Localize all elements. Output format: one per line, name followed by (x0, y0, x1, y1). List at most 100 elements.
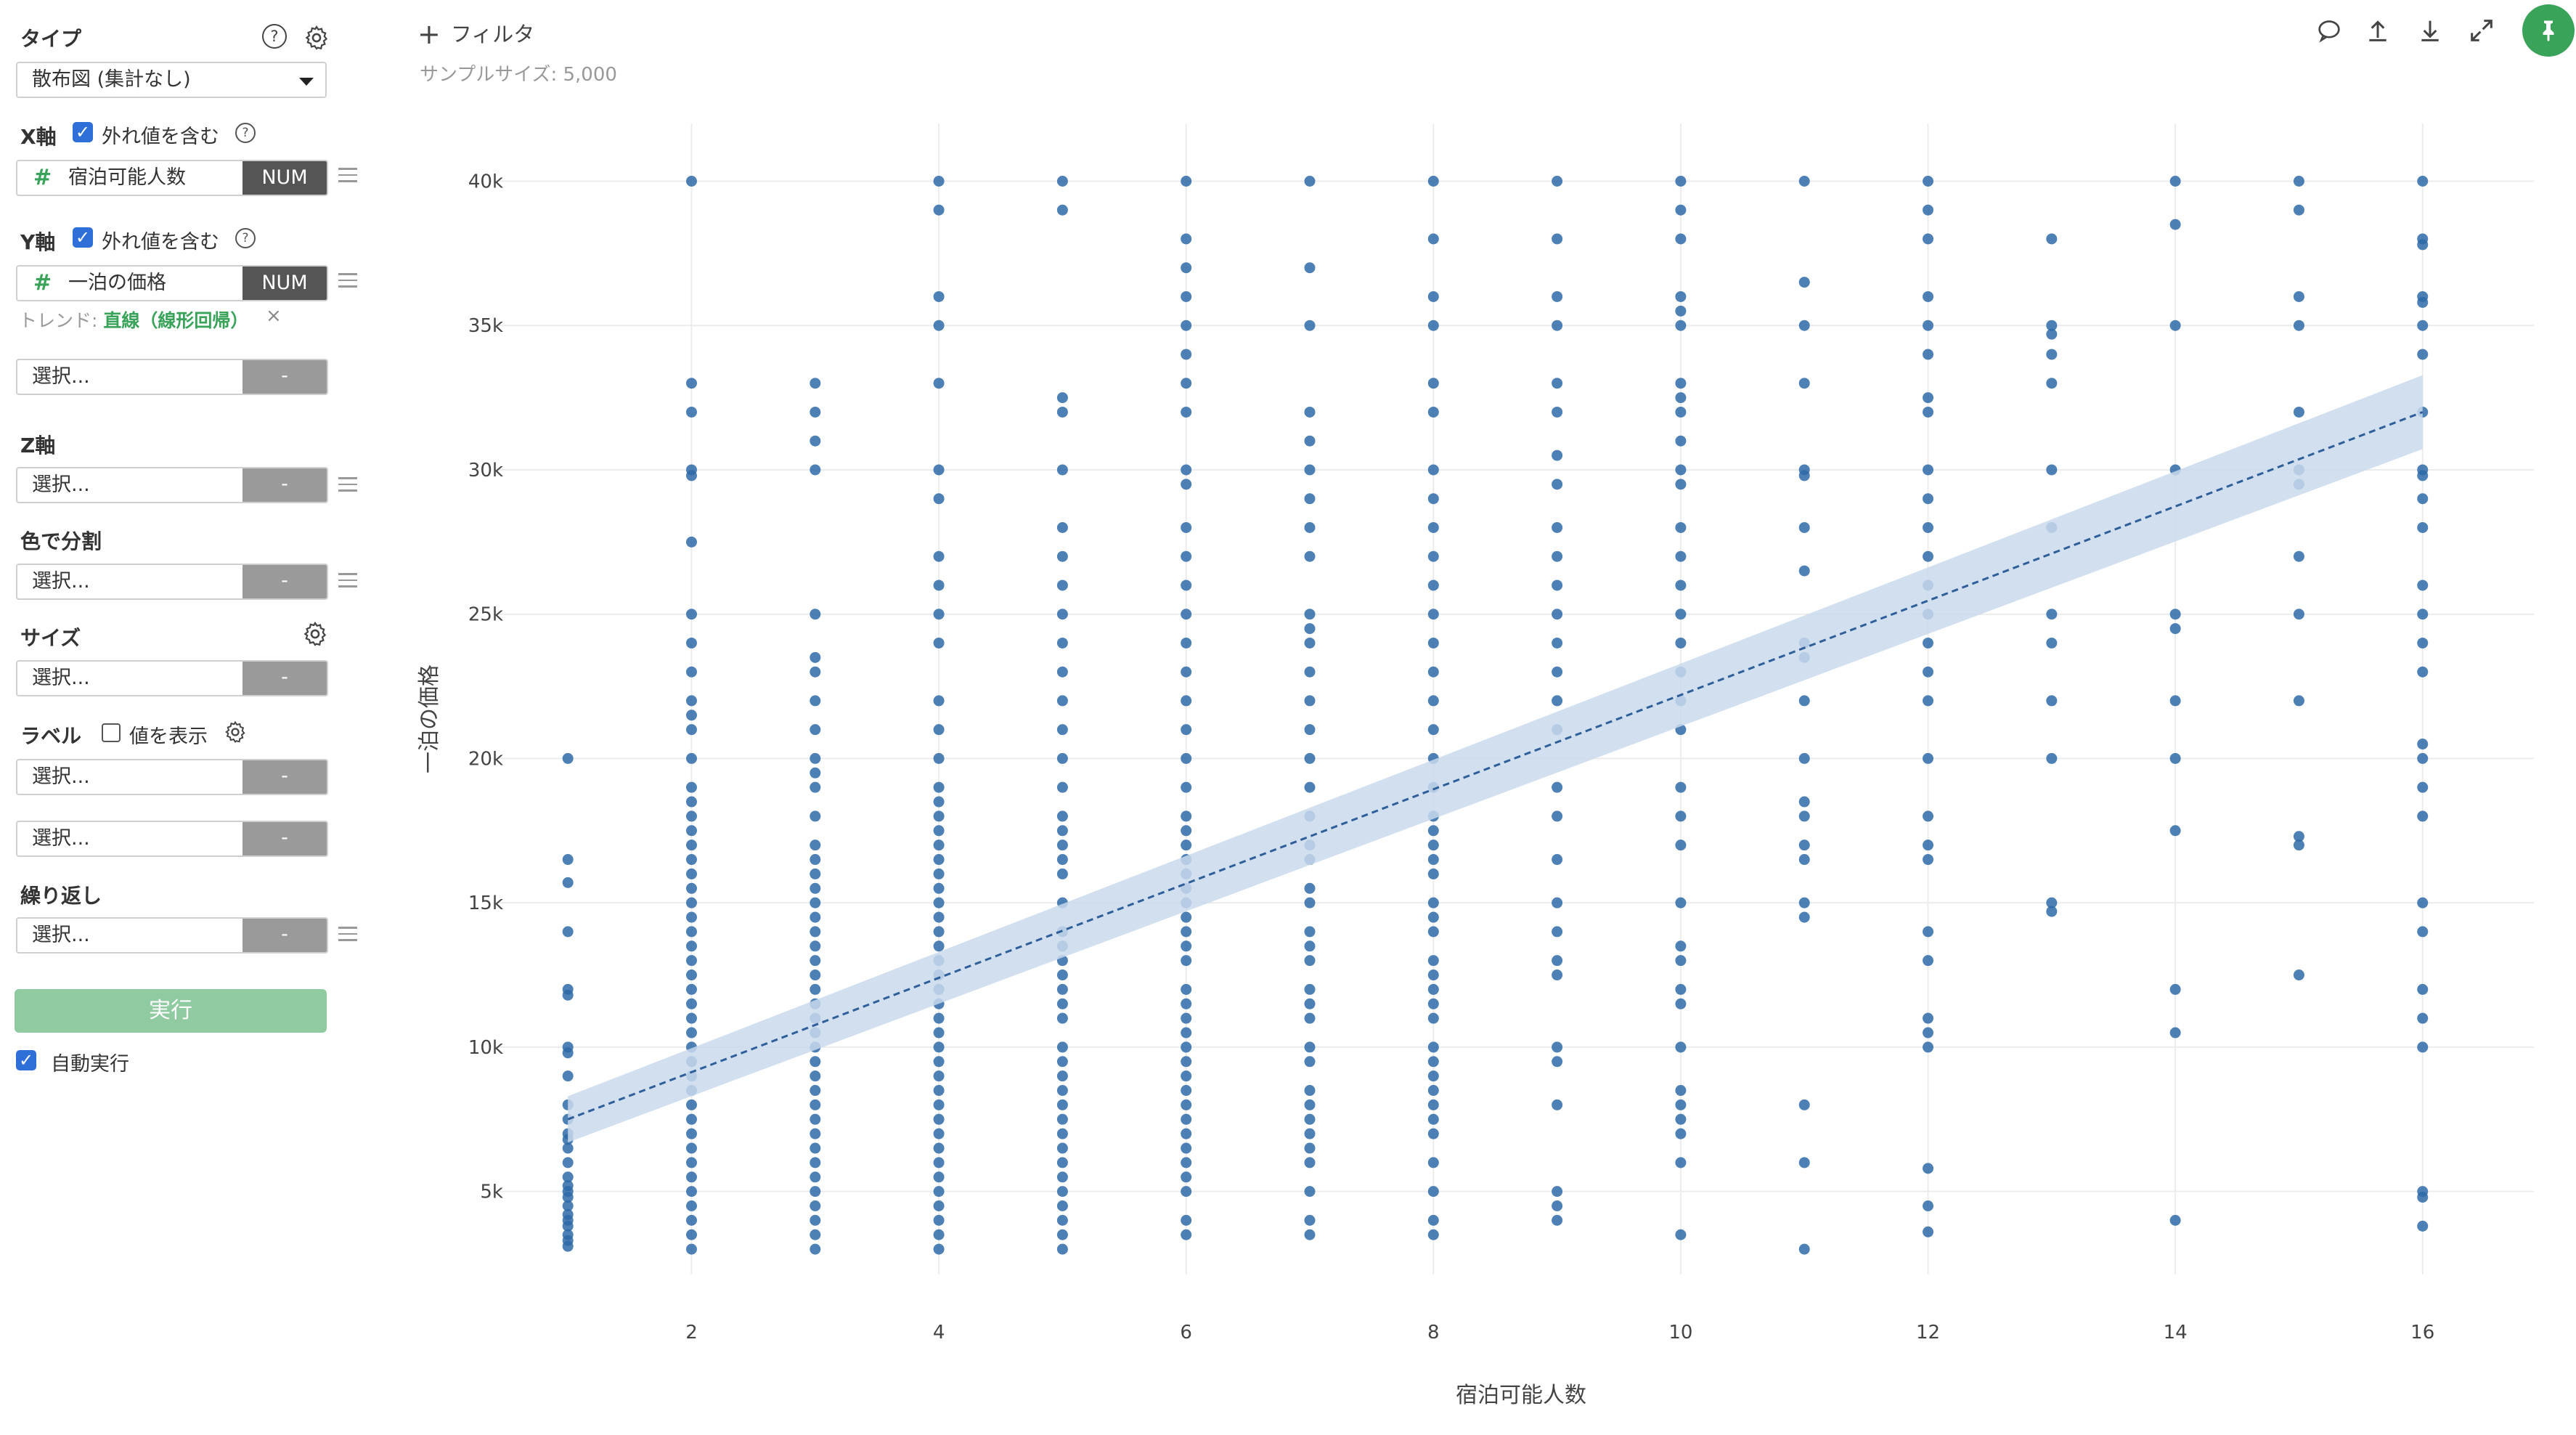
repeat-label: 繰り返し (20, 884, 102, 908)
label-settings-gear-icon[interactable] (223, 720, 248, 744)
y-axis-menu-icon[interactable] (338, 273, 357, 288)
data-point (810, 464, 821, 476)
data-point (933, 724, 945, 736)
data-point (1427, 998, 1439, 1009)
data-point (2046, 349, 2058, 360)
x-axis-field[interactable]: # 宿泊可能人数 NUM (16, 160, 328, 196)
y-tick-label: 25k (468, 604, 503, 626)
data-point (810, 940, 821, 952)
data-point (1056, 204, 1068, 216)
data-point (1552, 320, 1563, 331)
data-point (1304, 998, 1316, 1009)
show-value-checkbox[interactable] (102, 723, 121, 742)
data-point (2169, 609, 2181, 620)
data-point (1552, 450, 1563, 461)
download-icon[interactable] (2416, 16, 2445, 45)
color-menu-icon[interactable] (338, 573, 357, 588)
data-point (1675, 175, 1687, 187)
add-filter-button[interactable]: + フィルタ (417, 17, 534, 50)
size-type-badge: - (242, 662, 327, 695)
repeat-type-badge: - (242, 919, 327, 952)
y-outlier-help-icon[interactable]: ? (235, 228, 256, 248)
size-select[interactable]: 選択... - (16, 660, 328, 696)
data-point (2046, 695, 2058, 707)
data-point (810, 868, 821, 879)
data-point (2293, 204, 2304, 216)
data-point (1552, 1056, 1563, 1068)
data-point (933, 1142, 945, 1154)
data-point (810, 1171, 821, 1183)
data-point (933, 1012, 945, 1024)
data-point (1552, 897, 1563, 908)
expand-icon[interactable] (2467, 16, 2496, 45)
z-axis-menu-icon[interactable] (338, 477, 357, 492)
data-point (1798, 470, 1810, 481)
comment-icon[interactable] (2315, 16, 2344, 45)
data-point (1923, 1226, 1934, 1237)
data-point (1056, 1070, 1068, 1082)
data-point (1923, 955, 1934, 967)
data-point (1181, 406, 1192, 418)
x-axis-menu-icon[interactable] (338, 168, 357, 182)
data-point (1056, 969, 1068, 981)
upload-icon[interactable] (2363, 16, 2392, 45)
pin-button[interactable] (2522, 4, 2575, 57)
trend-line-setting[interactable]: トレンド: 直線（線形回帰） (19, 306, 248, 333)
data-point (1304, 493, 1316, 505)
data-point (1056, 998, 1068, 1009)
size-settings-gear-icon[interactable] (301, 620, 329, 648)
label-select-1[interactable]: 選択... - (16, 759, 328, 795)
color-split-select[interactable]: 選択... - (16, 564, 328, 600)
data-point (1427, 825, 1439, 837)
data-point (1552, 406, 1563, 418)
data-point (1181, 1012, 1192, 1024)
data-point (685, 666, 697, 678)
y-outlier-label: 外れ値を含む (102, 231, 219, 253)
data-point (1427, 695, 1439, 707)
data-point (1056, 666, 1068, 678)
auto-run-checkbox[interactable]: ✓ (16, 1050, 36, 1070)
z-axis-select[interactable]: 選択... - (16, 467, 328, 503)
data-point (1427, 1056, 1439, 1068)
y-outlier-checkbox[interactable]: ✓ (73, 227, 93, 248)
y2-axis-select[interactable]: 選択... - (16, 359, 328, 395)
trend-remove-icon[interactable]: × (266, 305, 282, 327)
data-point (685, 1171, 697, 1183)
data-point (1798, 840, 1810, 851)
data-point (2046, 320, 2058, 331)
repeat-select[interactable]: 選択... - (16, 917, 328, 954)
data-point (1304, 1041, 1316, 1053)
x-tick-label: 16 (2410, 1322, 2434, 1343)
x-outlier-checkbox[interactable]: ✓ (73, 122, 93, 142)
x-outlier-help-icon[interactable]: ? (235, 123, 256, 143)
data-point (1552, 637, 1563, 649)
data-point (1304, 781, 1316, 793)
data-point (1798, 752, 1810, 764)
chart-type-select[interactable]: 散布図 (集計なし) (16, 62, 327, 98)
data-point (1181, 521, 1192, 533)
data-point (685, 378, 697, 389)
data-point (933, 695, 945, 707)
repeat-menu-icon[interactable] (338, 927, 357, 941)
numeric-hash-icon: # (33, 270, 52, 296)
label-select-2[interactable]: 選択... - (16, 821, 328, 857)
data-point (1552, 926, 1563, 938)
data-point (1675, 204, 1687, 216)
y-tick-label: 15k (468, 893, 503, 914)
data-point (2046, 906, 2058, 917)
data-point (933, 1243, 945, 1255)
data-point (562, 752, 574, 764)
y-axis-field[interactable]: # 一泊の価格 NUM (16, 265, 328, 301)
data-point (1304, 1056, 1316, 1068)
y-tick-label: 10k (468, 1037, 503, 1059)
data-point (1304, 609, 1316, 620)
data-point (1056, 752, 1068, 764)
data-point (1181, 1171, 1192, 1183)
data-point (1923, 521, 1934, 533)
type-help-icon[interactable]: ? (262, 24, 287, 49)
data-point (685, 1099, 697, 1110)
type-settings-gear-icon[interactable] (303, 24, 330, 52)
run-button[interactable]: 実行 (15, 989, 327, 1033)
data-point (1181, 1027, 1192, 1038)
data-point (2169, 1214, 2181, 1226)
